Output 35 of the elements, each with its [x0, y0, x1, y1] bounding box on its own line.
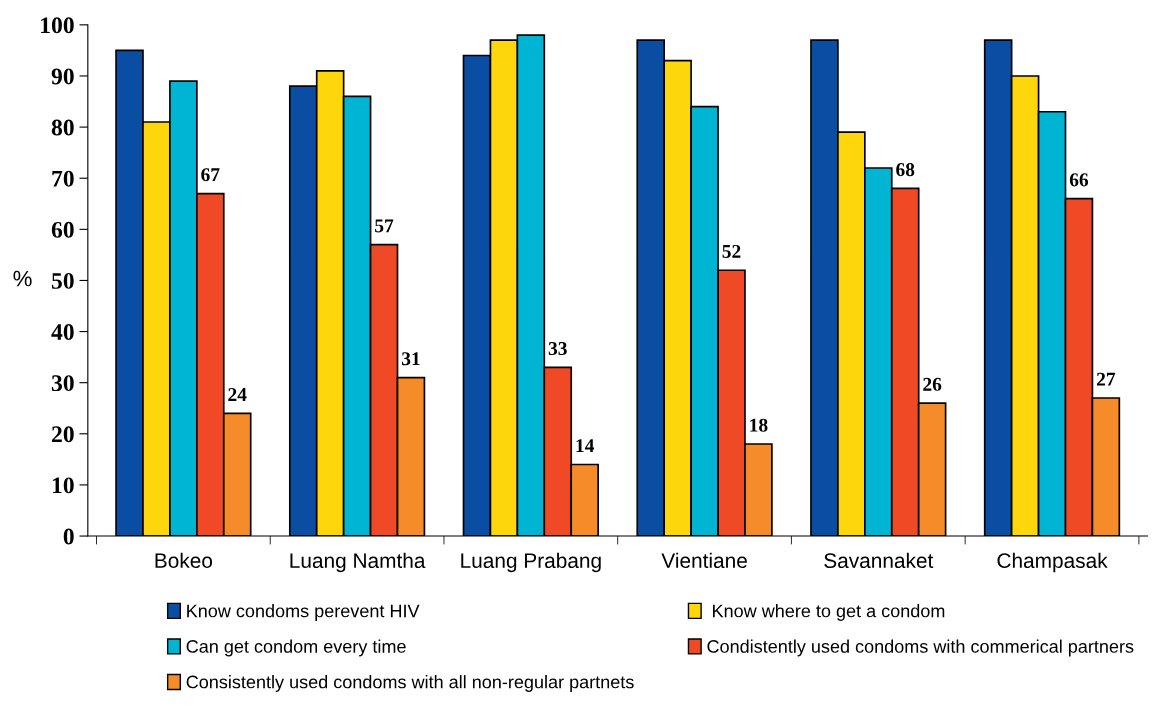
y-tick-label: 60 [51, 221, 74, 238]
data-label: 57 [375, 219, 394, 233]
x-tick-label: Vientiane [661, 552, 747, 569]
data-label: 31 [401, 352, 420, 366]
data-label: 33 [548, 342, 567, 356]
x-tick-label: Luang Namtha [290, 552, 426, 573]
data-label: 26 [923, 377, 942, 391]
data-label: 52 [722, 244, 741, 258]
data-label: 66 [1069, 173, 1089, 187]
y-tick-label: 50 [51, 272, 74, 289]
y-axis-title: % [13, 270, 32, 287]
data-label: 68 [896, 163, 915, 177]
x-tick-label: Bokeo [155, 552, 213, 569]
y-tick-label: 0 [63, 528, 74, 545]
y-tick-label: 100 [41, 17, 74, 34]
y-tick-label: 30 [51, 375, 74, 392]
y-tick-label: 40 [51, 324, 74, 340]
data-label: 14 [576, 439, 595, 453]
y-tick-label: 10 [52, 477, 74, 494]
legend-label: Know where to get a condom [713, 604, 945, 621]
y-tick-label: 70 [52, 170, 74, 187]
data-label: 27 [1096, 372, 1116, 386]
data-label: 67 [201, 168, 220, 182]
x-tick-label: Champasak [997, 552, 1108, 573]
x-tick-label: Luang Prabang [461, 552, 601, 573]
legend-label: Know condoms perevent HIV [187, 604, 420, 621]
y-tick-label: 20 [52, 426, 74, 443]
legend-label: Can get condom every time [186, 639, 406, 657]
data-label: 18 [750, 418, 768, 432]
legend-label: Consistently used condoms with all non-regular partnets [186, 675, 634, 692]
data-label: 24 [228, 388, 247, 401]
x-tick-label: Savannaket [824, 552, 934, 569]
y-tick-label: 90 [51, 68, 74, 85]
y-tick-label: 80 [51, 119, 74, 136]
legend-label: Condistently used condoms with commerical partners [707, 639, 1134, 657]
